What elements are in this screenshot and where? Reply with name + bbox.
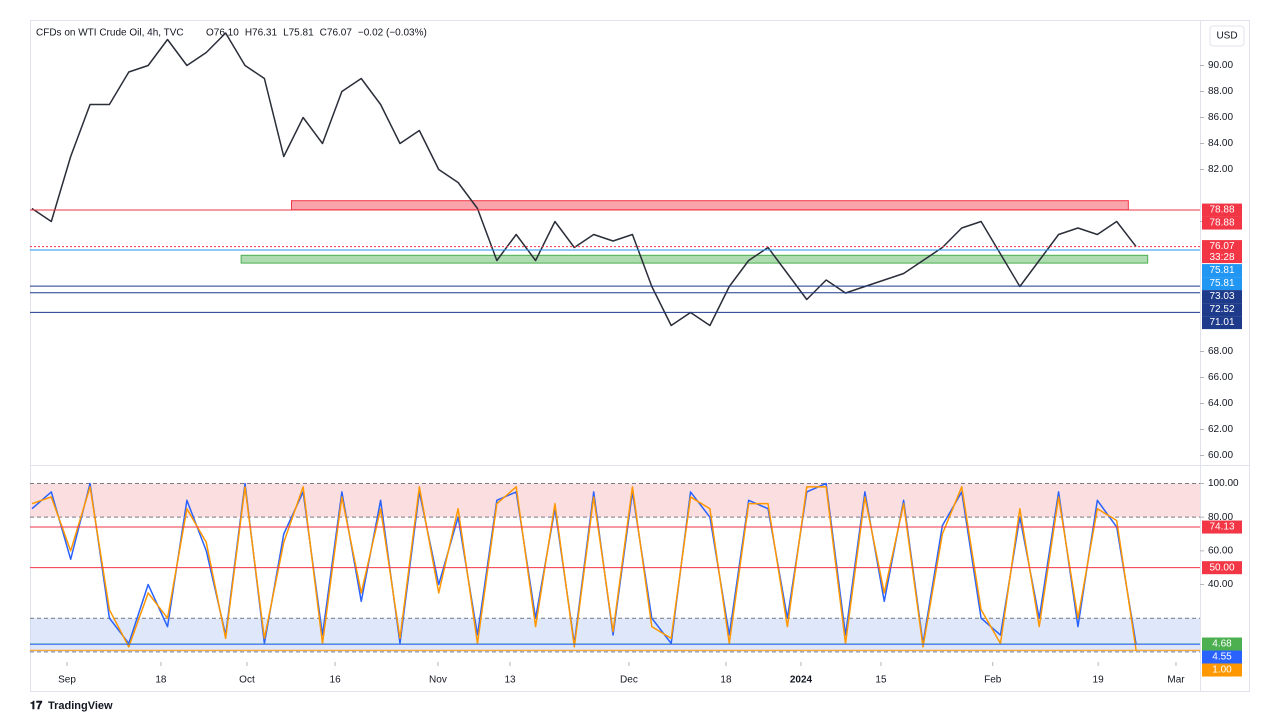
level-label-box [1202,290,1242,304]
level-label: 75.81 [1209,265,1234,276]
x-tick-label: Feb [984,675,1002,686]
countdown-box [1202,252,1242,264]
currency-button[interactable] [1209,25,1245,47]
countdown: 33:28 [1209,252,1234,263]
level-label: 74.13 [1209,522,1234,533]
ohlc-value: −0.02 (−0.03%) [358,28,427,39]
band [30,483,1200,518]
y-tick-label: 84.00 [1208,138,1233,149]
level-label: 73.03 [1209,291,1234,302]
y-tick-label: 80.00 [1208,512,1233,523]
y-tick-label: 62.00 [1208,424,1233,435]
level-label-box [1202,303,1242,317]
brand-logo: 𝟏𝟕 [30,700,43,712]
x-tick-label: 18 [720,675,732,686]
level-label-box [1202,203,1242,217]
level-label: 50.00 [1209,562,1234,573]
level-label-box [1202,520,1242,534]
zone [291,200,1129,211]
x-tick-label: Nov [429,675,447,686]
y-tick-label: 40.00 [1208,579,1233,590]
level-label-box [1202,316,1242,330]
series-line [31,32,1137,327]
level-label-box [1202,240,1242,254]
level-label-box [1202,650,1242,664]
x-tick-label: Mar [1167,675,1185,686]
frame [30,20,1250,692]
y-tick-label: 90.00 [1208,60,1233,71]
level-label: 1.00 [1212,665,1232,676]
y-tick-label: 60.00 [1208,450,1233,461]
x-tick-label: Oct [239,675,255,686]
header: CFDs on WTI Crude Oil, 4h, TVC [36,28,184,39]
x-tick-label: 16 [330,675,342,686]
chart-title: CFDs on WTI Crude Oil, 4h, TVC [36,28,184,39]
x-tick-label: Dec [620,675,638,686]
y-tick-label: 60.00 [1208,545,1233,556]
ohlc-value: O76.10 [206,28,239,39]
level-label: 78.88 [1209,218,1234,229]
level-label-box [1202,216,1242,230]
zone [240,254,1149,264]
y-tick-label: 66.00 [1208,372,1233,383]
y-tick-label: 68.00 [1208,346,1233,357]
y-tick-label: 64.00 [1208,398,1233,409]
x-tick-label: 18 [155,675,167,686]
y-tick-label: 82.00 [1208,164,1233,175]
level-label-box [1202,561,1242,575]
level-label-box [1202,637,1242,651]
level-label: 72.52 [1209,304,1234,315]
level-label: 4.68 [1212,639,1232,650]
ohlc-value: L75.81 [283,28,314,39]
ohlc-value: C76.07 [320,28,353,39]
x-tick-label: 15 [875,675,887,686]
x-tick-label: 19 [1093,675,1105,686]
series-line [31,486,1137,651]
currency[interactable]: USD [1216,31,1237,42]
level-label: 71.01 [1209,317,1234,328]
level-label-box [1202,264,1242,278]
y-tick-label: 86.00 [1208,112,1233,123]
ohlc-value: H76.31 [245,28,278,39]
level-label-box [1202,663,1242,677]
level-label: 76.07 [1209,241,1234,252]
x-tick-label: 13 [504,675,516,686]
level-label-box [1202,277,1242,291]
footer-brand: TradingView [48,700,113,712]
level-label: 4.55 [1212,652,1232,663]
level-label: 78.88 [1209,205,1234,216]
y-tick-label: 88.00 [1208,86,1233,97]
y-tick-label: 100.00 [1208,478,1239,489]
x-tick-label: 2024 [790,675,813,686]
level-label: 75.81 [1209,278,1234,289]
x-tick-label: Sep [58,675,76,686]
